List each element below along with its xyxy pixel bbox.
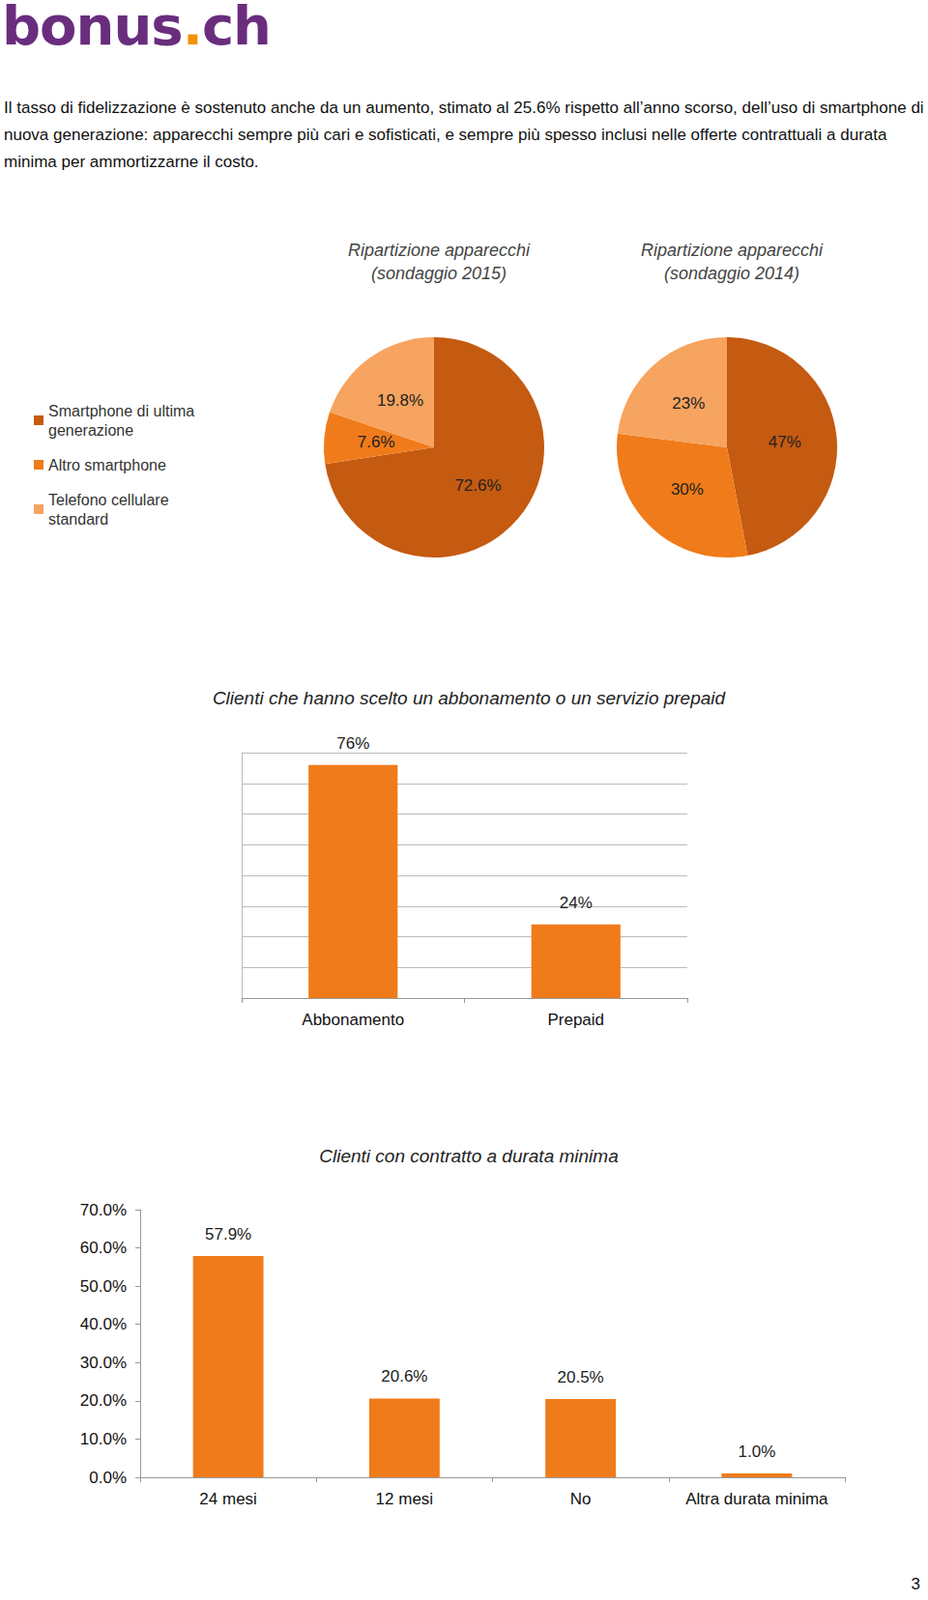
svg-text:23%: 23%: [671, 394, 705, 413]
svg-text:60.0%: 60.0%: [80, 1239, 127, 1258]
svg-text:Prepaid: Prepaid: [547, 1011, 605, 1030]
svg-text:70.0%: 70.0%: [80, 1201, 127, 1220]
svg-text:standard: standard: [48, 511, 109, 528]
svg-text:20.0%: 20.0%: [80, 1392, 127, 1411]
svg-text:1.0%: 1.0%: [738, 1443, 777, 1462]
svg-text:19.8%: 19.8%: [377, 391, 424, 410]
html-text:3: 3: [911, 1575, 921, 1595]
svg-text:Telefono cellulare: Telefono cellulare: [48, 492, 174, 509]
svg-text:generazione: generazione: [48, 422, 134, 439]
svg-text:Clienti con contratto a durata: Clienti con contratto a durata minima: [319, 1146, 618, 1167]
svg-text:40.0%: 40.0%: [80, 1315, 127, 1334]
svg-text:(sondaggio 2015): (sondaggio 2015): [371, 263, 507, 284]
html-text:Il tasso di fidelizzazione è s: Il tasso di fidelizzazione è sostenuto a…: [3, 98, 924, 172]
svg-text:10.0%: 10.0%: [80, 1430, 127, 1450]
svg-text:20.5%: 20.5%: [557, 1368, 605, 1388]
svg-text:50.0%: 50.0%: [80, 1277, 127, 1297]
svg-text:7.6%: 7.6%: [357, 433, 396, 452]
svg-text:12 mesi: 12 mesi: [376, 1490, 435, 1509]
svg-text:Smartphone di ultima: Smartphone di ultima: [48, 403, 200, 420]
svg-text:47%: 47%: [768, 433, 802, 452]
svg-text:No: No: [570, 1490, 592, 1509]
svg-text:72.6%: 72.6%: [454, 476, 501, 495]
svg-text:Abbonamento: Abbonamento: [301, 1011, 405, 1030]
svg-text:Altra durata minima: Altra durata minima: [685, 1490, 829, 1509]
svg-text:30%: 30%: [670, 480, 704, 499]
svg-text:24%: 24%: [559, 894, 593, 913]
svg-text:Ripartizione apparecchi: Ripartizione apparecchi: [348, 240, 531, 261]
svg-text:Ripartizione apparecchi: Ripartizione apparecchi: [640, 240, 824, 261]
svg-text:24 mesi: 24 mesi: [199, 1490, 258, 1509]
svg-text:57.9%: 57.9%: [204, 1225, 252, 1245]
svg-text:Clienti che hanno scelto un ab: Clienti che hanno scelto un abbonamento …: [212, 688, 727, 709]
svg-text:0.0%: 0.0%: [88, 1469, 127, 1488]
svg-text:76%: 76%: [336, 734, 370, 754]
svg-text:30.0%: 30.0%: [80, 1354, 127, 1373]
svg-text:(sondaggio 2014): (sondaggio 2014): [664, 263, 800, 284]
svg-text:20.6%: 20.6%: [380, 1367, 428, 1387]
svg-text:Altro smartphone: Altro smartphone: [48, 457, 167, 474]
